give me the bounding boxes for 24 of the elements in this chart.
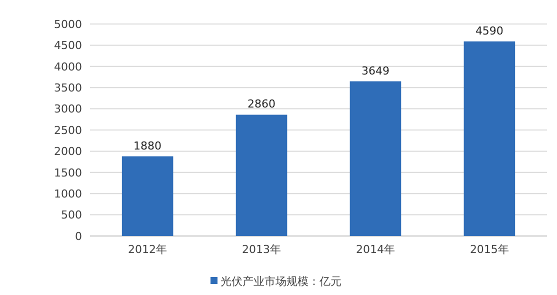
y-tick-label: 500 bbox=[61, 208, 82, 222]
y-tick-label: 5000 bbox=[54, 18, 82, 31]
x-tick-label: 2012年 bbox=[128, 243, 168, 256]
y-tick-label: 0 bbox=[75, 230, 82, 243]
bar bbox=[236, 114, 288, 236]
x-tick-label: 2014年 bbox=[356, 243, 395, 256]
y-tick-label: 2500 bbox=[54, 124, 82, 137]
bar bbox=[350, 81, 402, 236]
data-label: 4590 bbox=[475, 24, 504, 38]
y-tick-label: 2000 bbox=[54, 145, 82, 158]
y-tick-label: 4500 bbox=[54, 39, 82, 52]
y-tick-label: 1500 bbox=[54, 166, 82, 180]
legend-label: 光伏产业市场规模：亿元 bbox=[220, 274, 342, 288]
bar bbox=[122, 156, 174, 236]
x-tick-label: 2013年 bbox=[242, 243, 282, 256]
y-tick-label: 3500 bbox=[54, 81, 82, 94]
data-label: 1880 bbox=[134, 139, 162, 152]
data-label: 3649 bbox=[361, 64, 390, 78]
data-label: 2860 bbox=[248, 98, 276, 111]
bar bbox=[464, 41, 516, 236]
y-tick-label: 4000 bbox=[54, 60, 82, 74]
y-tick-label: 1000 bbox=[54, 187, 82, 200]
y-tick-label: 3000 bbox=[54, 102, 82, 116]
x-tick-label: 2015年 bbox=[470, 243, 509, 256]
